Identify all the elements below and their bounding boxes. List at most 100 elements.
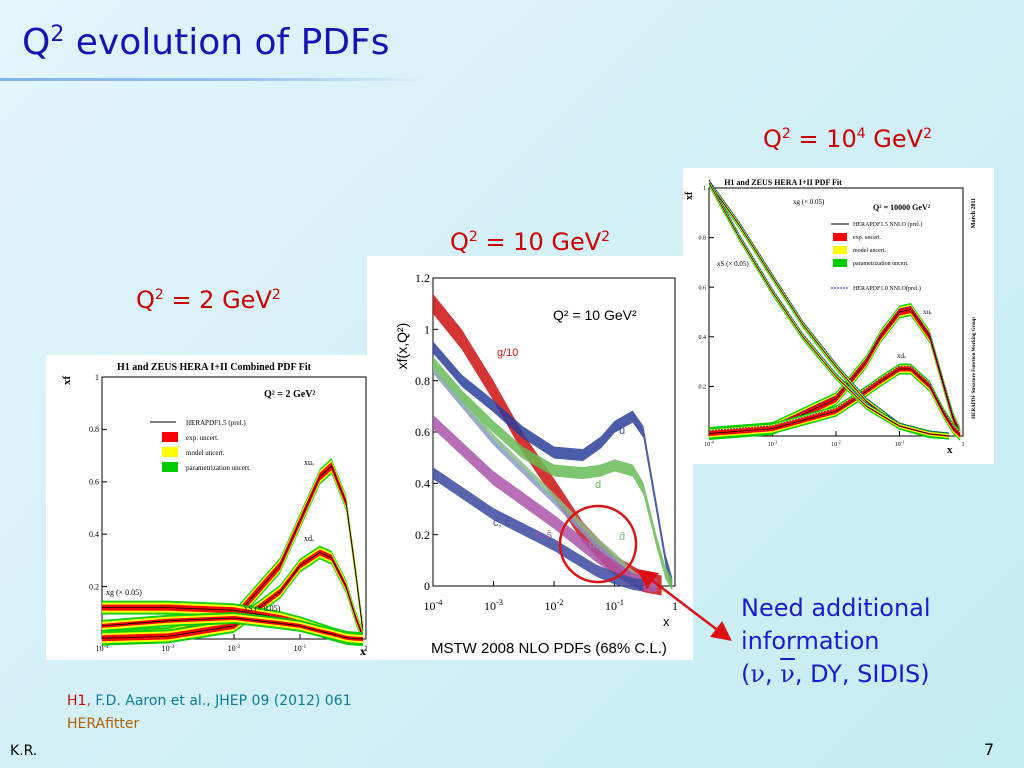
mstw-y-tick-label: 1 — [424, 323, 430, 337]
series-label-2: xg (× 0.05) — [106, 588, 142, 597]
legend-entry: HERAPDF1.0 NNLO(prel.) — [853, 285, 921, 292]
legend-swatch — [833, 233, 847, 241]
hera10k-y-tick-label: 0.4 — [699, 335, 707, 341]
band-0 — [433, 293, 662, 596]
page-number: 7 — [984, 740, 995, 759]
q2-label-mid: Q2 = 10 GeV2 — [450, 228, 611, 256]
chart-title: H1 and ZEUS HERA I+II PDF Fit — [724, 178, 842, 187]
inset-label: Q² = 10000 GeV² — [873, 203, 931, 212]
series-label-4: d̄ — [619, 531, 625, 543]
mstw-y-tick-label: 1.2 — [415, 271, 430, 285]
hera2-x-tick-label: 10-1 — [294, 644, 307, 653]
mstw-y-tick-label: 0.2 — [415, 528, 430, 542]
hera2-x-tick-label: 10-4 — [96, 644, 109, 653]
legend-swatch — [162, 462, 178, 472]
hera10k-y-tick-label: 0.2 — [699, 385, 707, 391]
chart-title: H1 and ZEUS HERA I+II Combined PDF Fit — [117, 362, 312, 373]
hera10k-y-tick-label: 1 — [703, 186, 706, 192]
hera2-y-tick-label: 1 — [95, 373, 99, 382]
band-2 — [433, 356, 673, 591]
title-q: Q — [22, 22, 51, 63]
hera2-x-tick-label: 10-3 — [162, 644, 175, 653]
series-label-3: xS (× 0.05) — [244, 604, 281, 613]
hera10k-x-tick-label: 10-4 — [704, 440, 714, 448]
chart-hera-q2-10000: H1 and ZEUS HERA I+II PDF Fit 10-4 10-3 10-… — [683, 168, 994, 464]
mstw-y-tick-label: 0.4 — [415, 477, 430, 491]
mstw-y-tick-label: 0.8 — [415, 374, 430, 388]
legend-swatch — [833, 246, 847, 254]
band-1 — [433, 341, 673, 590]
inset-label: Q² = 10 GeV² — [553, 307, 637, 323]
chart-hera-q2-10000-svg: H1 and ZEUS HERA I+II PDF Fit 10-4 10-3 10-… — [684, 178, 977, 456]
legend-entry: HERAPDF1.5 (prel.) — [186, 419, 246, 427]
title-rest: evolution of PDFs — [64, 22, 390, 63]
x-axis-label: x — [947, 444, 953, 456]
slide-title: Q2 evolution of PDFs — [22, 22, 390, 63]
mstw-y-tick-label: 0.6 — [415, 425, 430, 439]
series-label-3: ū — [589, 539, 595, 551]
hera2-x-tick-label: 1 — [364, 644, 368, 653]
series-ref-line-1 — [708, 365, 961, 433]
band-exp-3 — [102, 616, 363, 641]
x-axis-label: x — [360, 644, 366, 658]
date-label: March 2011 — [971, 198, 977, 228]
y-axis-label: xf — [684, 191, 695, 200]
y-axis-label: xf — [61, 376, 73, 386]
hera10k-x-tick-label: 1 — [962, 442, 965, 448]
chart-hera-q2-2: H1 and ZEUS HERA I+II Combined PDF Fit 10… — [46, 355, 385, 660]
author-footer: K.R. — [10, 743, 38, 759]
hera10k-y-tick-label: 0.6 — [699, 285, 707, 291]
double-arrow — [637, 568, 732, 642]
ref-citation: F.D. Aaron et al., JHEP 09 (2012) 061 — [95, 693, 352, 709]
title-sup: 2 — [50, 22, 65, 47]
series-label-2: xg (× 0.05) — [793, 198, 825, 206]
title-underline — [0, 78, 425, 81]
highlight-circle — [558, 504, 638, 584]
series-ref-line-3 — [708, 179, 949, 434]
hera2-y-tick-label: 0.4 — [89, 530, 99, 539]
series-label-1: xdᵥ — [897, 352, 907, 360]
q2-label-high: Q2 = 104 GeV2 — [763, 125, 932, 153]
series-line-3 — [101, 617, 364, 640]
chart-title: MSTW 2008 NLO PDFs (68% C.L.) — [431, 640, 667, 657]
series-label-3: xS (× 0.05) — [717, 260, 749, 268]
series-label-0: g/10 — [497, 347, 518, 359]
series-line-3 — [708, 182, 949, 437]
y-axis-label: xf(x,Q²) — [394, 323, 410, 370]
hera2-y-tick-label: 0.2 — [89, 582, 99, 591]
mstw-x-tick-label: 10-1 — [605, 598, 624, 613]
additional-info-note: Need additional information (ν, ν, DY, S… — [741, 592, 931, 691]
mstw-x-tick-label: 10-4 — [424, 598, 444, 613]
hera10k-x-tick-label: 10-3 — [768, 440, 778, 448]
band-5 — [433, 414, 657, 593]
inset-label: Q² = 2 GeV² — [264, 389, 315, 400]
nu-symbol: ν — [750, 660, 765, 688]
mstw-x-tick-label: 10-2 — [545, 598, 564, 613]
q2-label-low: Q2 = 2 GeV2 — [136, 286, 281, 314]
chart-hera-q2-2-svg: H1 and ZEUS HERA I+II Combined PDF Fit10… — [61, 362, 384, 658]
legend-entry: parametrization uncert. — [853, 261, 909, 267]
legend-entry: parametrization uncert. — [186, 464, 251, 472]
legend-entry: model uncert. — [186, 449, 225, 457]
legend-swatch — [162, 432, 178, 442]
hera10k-x-tick-label: 10-1 — [895, 440, 905, 448]
note-line-1: Need additional — [741, 594, 931, 622]
note-line-3: (ν, ν, DY, SIDIS) — [741, 660, 930, 688]
mstw-x-tick-label: 10-3 — [484, 598, 503, 613]
legend-entry: HERAPDF1.5 NNLO (prel.) — [853, 221, 922, 228]
series-label-6: c, c̄ — [493, 517, 511, 529]
hera2-x-tick-label: 10-2 — [228, 644, 241, 653]
series-line-1 — [101, 552, 364, 639]
hera10k-y-tick-label: 0.8 — [699, 236, 707, 242]
series-line-0 — [708, 309, 961, 434]
nubar-symbol: ν — [780, 660, 795, 688]
legend-swatch — [833, 259, 847, 267]
series-label-2: d — [595, 479, 601, 491]
band-exp-1 — [709, 366, 961, 438]
legend-entry: model uncert. — [853, 248, 886, 254]
legend-entry: exp. uncert. — [853, 235, 882, 241]
series-label-1: u — [619, 425, 625, 437]
legend-swatch — [162, 447, 178, 457]
series-label-5: s, s̄ — [535, 529, 553, 541]
